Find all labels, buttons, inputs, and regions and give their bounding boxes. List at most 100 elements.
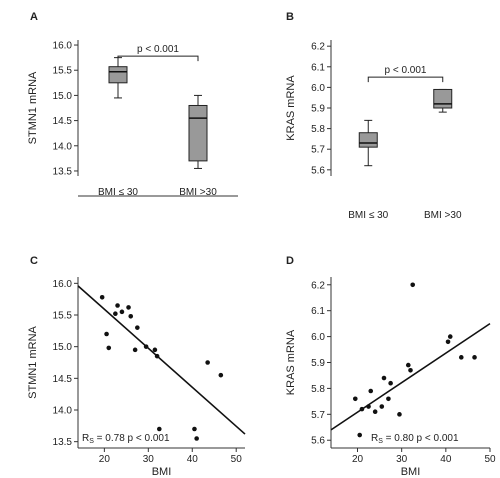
y-tick-label: 6.0 bbox=[311, 332, 325, 343]
trendline bbox=[330, 322, 491, 431]
rs-value-text: = 0.80 p < 0.001 bbox=[383, 433, 459, 444]
scatter-point bbox=[381, 375, 387, 381]
scatter-point bbox=[447, 334, 453, 339]
x-axis-label: BMI bbox=[401, 466, 421, 478]
panel-c: C 13.5 14.0 14.5 15.0 15.5 16.0 STMN1 mRNA 20 30 4… bbox=[27, 255, 246, 478]
y-tick-label: 16.0 bbox=[53, 279, 73, 290]
x-category-label: BMI >30 bbox=[179, 187, 217, 198]
box-2 bbox=[188, 94, 208, 169]
y-tick-label: 6.1 bbox=[311, 62, 325, 73]
box-2 bbox=[433, 88, 453, 113]
y-tick-label: 15.0 bbox=[53, 91, 73, 102]
box-iqr bbox=[433, 88, 453, 109]
scatter-point bbox=[194, 436, 199, 441]
correlation-annotation: RS = 0.80 p < 0.001 bbox=[371, 433, 459, 445]
trendline bbox=[77, 285, 246, 435]
y-tick-label: 13.5 bbox=[53, 166, 73, 177]
box-iqr bbox=[358, 132, 378, 148]
scatter-point bbox=[106, 345, 112, 351]
rs-symbol: R bbox=[82, 433, 89, 444]
scatter-point bbox=[405, 362, 411, 368]
rs-symbol: R bbox=[371, 433, 378, 444]
significance-label: p < 0.001 bbox=[385, 65, 427, 76]
scatter-point bbox=[154, 353, 160, 359]
scatter-point bbox=[115, 303, 120, 308]
y-tick-label: 16.0 bbox=[53, 41, 73, 52]
scatter-point bbox=[472, 355, 477, 360]
scatter-point bbox=[132, 347, 138, 353]
x-category-label: BMI >30 bbox=[424, 210, 462, 221]
x-tick-label: 20 bbox=[99, 454, 111, 465]
x-tick-label: 50 bbox=[484, 454, 496, 465]
rs-subscript: S bbox=[378, 438, 383, 445]
box-1 bbox=[108, 57, 128, 99]
y-tick-label: 14.0 bbox=[53, 406, 73, 417]
box-1 bbox=[358, 119, 378, 167]
panel-letter-a: A bbox=[30, 11, 38, 23]
scatter-point bbox=[388, 380, 393, 386]
rs-subscript: S bbox=[89, 438, 94, 445]
significance-bracket bbox=[367, 76, 444, 83]
significance-bracket bbox=[117, 55, 199, 62]
x-tick-label: 30 bbox=[396, 454, 408, 465]
scatter-point bbox=[372, 409, 378, 415]
x-tick-label: 50 bbox=[231, 454, 243, 465]
x-tick-label: 20 bbox=[352, 454, 364, 465]
scatter-point bbox=[218, 372, 224, 378]
correlation-annotation: RS = 0.78 p < 0.001 bbox=[82, 433, 170, 445]
scatter-point bbox=[126, 305, 131, 310]
panel-letter-b: B bbox=[286, 11, 294, 23]
panel-letter-c: C bbox=[30, 255, 38, 267]
scatter-point bbox=[99, 294, 105, 300]
y-tick-label: 6.1 bbox=[311, 306, 325, 317]
scatter-point bbox=[368, 388, 374, 394]
y-axis-label: KRAS mRNA bbox=[285, 329, 297, 395]
scatter-point bbox=[379, 404, 385, 409]
y-tick-label: 5.7 bbox=[311, 410, 325, 421]
x-category-label: BMI ≤ 30 bbox=[348, 210, 388, 221]
y-tick-label: 6.0 bbox=[311, 83, 325, 94]
y-axis-label: STMN1 mRNA bbox=[27, 71, 39, 144]
panel-a: A 13.5 14.0 14.5 15.0 15.5 16.0 STMN1 mRNA BMI ≤… bbox=[27, 11, 238, 198]
x-axis-label: BMI bbox=[152, 466, 172, 478]
y-tick-label: 14.5 bbox=[53, 116, 73, 127]
x-category-label: BMI ≤ 30 bbox=[98, 187, 138, 198]
y-tick-label: 6.2 bbox=[311, 280, 325, 291]
y-axis-label: KRAS mRNA bbox=[285, 75, 297, 141]
y-tick-label: 5.8 bbox=[311, 124, 325, 135]
y-tick-label: 5.9 bbox=[311, 358, 325, 369]
scatter-point bbox=[157, 426, 162, 432]
scatter-point bbox=[359, 406, 365, 412]
scatter-point bbox=[458, 355, 464, 360]
scatter-point bbox=[192, 426, 197, 432]
scatter-point bbox=[119, 309, 125, 315]
scatter-point bbox=[104, 331, 109, 337]
scatter-point bbox=[152, 347, 158, 353]
significance-label: p < 0.001 bbox=[137, 44, 179, 55]
y-tick-label: 5.8 bbox=[311, 384, 325, 395]
panel-letter-d: D bbox=[286, 255, 294, 267]
y-tick-label: 15.5 bbox=[53, 311, 73, 322]
scatter-point bbox=[445, 339, 451, 345]
scatter-point bbox=[128, 313, 134, 319]
x-tick-label: 30 bbox=[143, 454, 155, 465]
scatter-point bbox=[113, 311, 118, 317]
scatter-point bbox=[352, 396, 358, 402]
y-tick-label: 13.5 bbox=[53, 437, 73, 448]
scatter-point bbox=[410, 282, 416, 288]
scatter-point bbox=[366, 404, 371, 409]
panel-b: B 5.6 5.7 5.8 5.9 6.0 6.1 6.2 KRAS mRNA BMI ≤ 30 B… bbox=[285, 11, 462, 221]
scatter-point bbox=[397, 412, 402, 417]
scatter-point bbox=[408, 367, 413, 373]
y-tick-label: 5.6 bbox=[311, 165, 325, 176]
y-tick-label: 5.9 bbox=[311, 104, 325, 115]
scatter-point bbox=[386, 396, 391, 402]
y-tick-label: 15.0 bbox=[53, 342, 73, 353]
y-tick-label: 14.0 bbox=[53, 141, 73, 152]
y-tick-label: 14.5 bbox=[53, 374, 73, 385]
y-tick-label: 15.5 bbox=[53, 66, 73, 77]
rs-value-text: = 0.78 p < 0.001 bbox=[94, 433, 170, 444]
y-tick-label: 5.7 bbox=[311, 145, 325, 156]
panel-d: D 5.6 5.7 5.8 5.9 6.0 6.1 6.2 KRAS mRNA 20 30 40 50 B… bbox=[285, 255, 496, 478]
